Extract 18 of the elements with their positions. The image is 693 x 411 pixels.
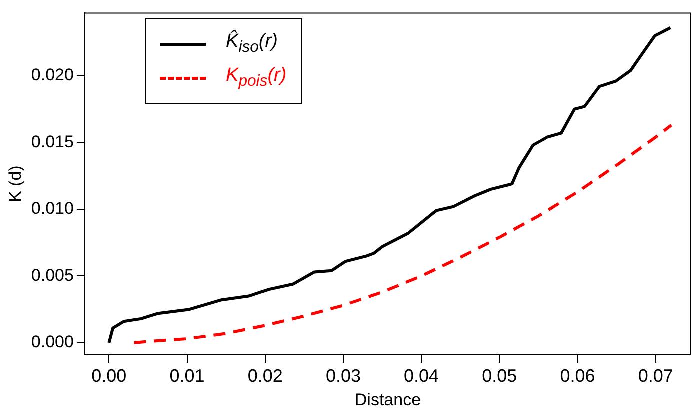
- y-tick-label: 0.010: [31, 199, 74, 218]
- y-axis-title: K (d): [6, 166, 25, 203]
- legend-label: K$_{pois}$(r): [226, 65, 287, 91]
- y-tick-label: 0.000: [31, 332, 74, 352]
- x-tick-label: 0.05: [482, 366, 518, 386]
- legend-label: K̂$_{iso}$(r): [226, 31, 278, 57]
- x-tick-label: 0.00: [92, 366, 127, 386]
- x-axis-title: Distance: [354, 390, 422, 410]
- line-series: [132, 124, 673, 344]
- y-tick-label: 0.015: [31, 132, 74, 152]
- x-tick-label: 0.06: [560, 366, 596, 386]
- x-tick-label: 0.07: [638, 366, 674, 386]
- y-tick-label: 0.005: [31, 266, 74, 285]
- x-tick-label: 0.03: [326, 366, 361, 386]
- x-tick-label: 0.02: [248, 366, 283, 386]
- y-tick-label: 0.020: [31, 66, 74, 85]
- x-tick-label: 0.04: [404, 366, 440, 386]
- x-tick-label: 0.01: [170, 366, 205, 386]
